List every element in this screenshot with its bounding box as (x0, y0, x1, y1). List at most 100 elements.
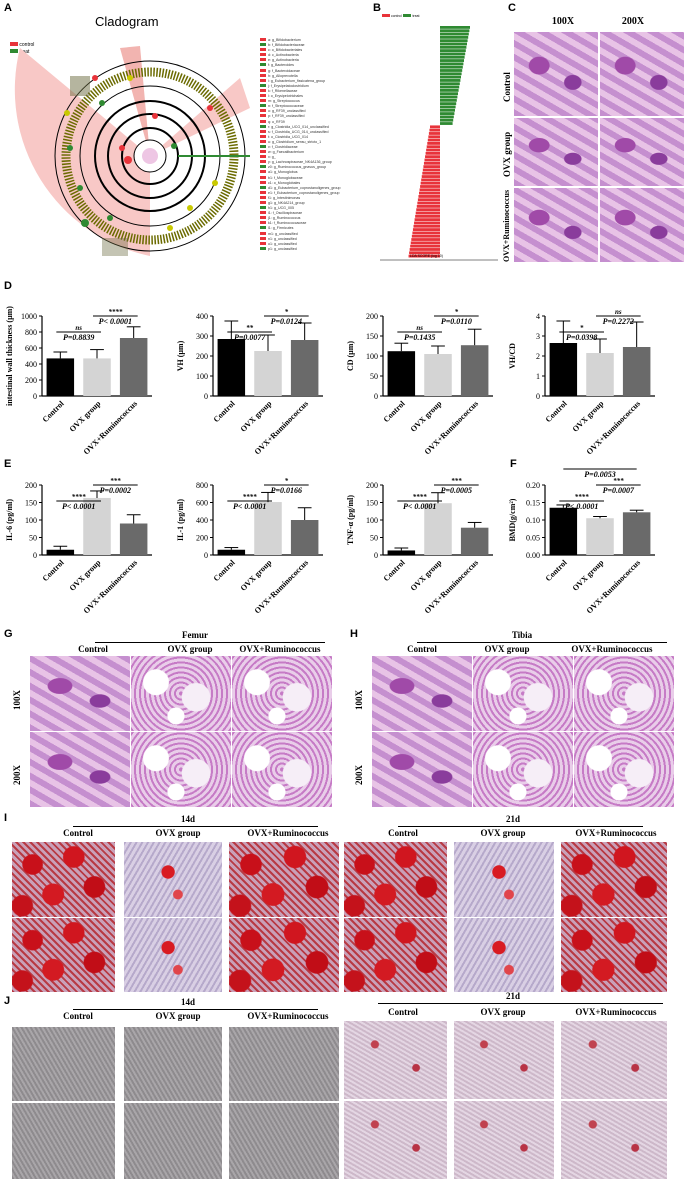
taxon-item: f: g_Bacteroides (260, 63, 370, 68)
alizarin-21d-col-ovx: OVX group (480, 828, 526, 838)
panel-label-d: D (4, 280, 12, 292)
y-axis-label: VH/CD (508, 343, 517, 369)
alizarin-21d-title: 21d (505, 814, 520, 824)
sig-stars: ** (246, 324, 254, 332)
alp-14d-col-rum: OVX+Ruminococcus (247, 1011, 329, 1021)
lda-bar-treat (440, 55, 465, 59)
bar-0 (217, 549, 246, 555)
alp-21d-ovx-2 (454, 1101, 554, 1179)
cladogram-graphic (14, 46, 250, 256)
femur-rum-200x (232, 732, 332, 807)
y-axis-label: intestinal wall thickness (μm) (5, 306, 14, 406)
lda-bar-treat (440, 115, 454, 119)
sig-pvalue: P=0.0007 (603, 486, 635, 495)
lda-xlabel: LDA SCORE (log 10) (410, 254, 443, 258)
panel-label-a: A (4, 2, 12, 14)
lda-bar-treat (440, 95, 458, 99)
femur-row-100x: 100X (12, 690, 22, 710)
alizarin-14d-ovx-1 (124, 842, 222, 917)
y-tick-label: 4 (536, 312, 540, 321)
alizarin-21d-control-1 (344, 842, 447, 917)
lda-bar-control (410, 241, 440, 245)
lda-panel: control treat LDA SCORE (log 10) (380, 8, 505, 263)
taxon-item: s: f_Clostridia_UCG_014_unclassified (260, 129, 370, 135)
sig-pvalue: P=0.0053 (584, 470, 615, 479)
y-tick-label: 0 (33, 551, 37, 560)
tibia-col-ovx: OVX group (484, 644, 530, 654)
taxon-item: u: g_Clostridium_sensu_stricto_1 (260, 139, 370, 145)
cladogram-panel: Cladogram control treat a: g_Bifidobacte… (10, 8, 370, 258)
sig-stars: **** (243, 493, 258, 501)
taxon-item: m: g_Streptococcus (260, 99, 370, 104)
y-tick-label: 0.00 (526, 551, 540, 560)
taxon-item: b: f_Bifidobacteriaceae (260, 43, 370, 48)
y-tick-label: 200 (25, 481, 37, 490)
lda-bar-treat (440, 39, 468, 43)
alizarin-14d-col-rum: OVX+Ruminococcus (247, 828, 329, 838)
y-tick-label: 0 (536, 392, 540, 401)
y-tick-label: 400 (196, 312, 208, 321)
taxon-item: o1: g_unclassified (260, 241, 370, 247)
lda-bar-treat (440, 102, 457, 106)
lda-bar-control (411, 234, 440, 238)
y-tick-label: 1000 (21, 312, 37, 321)
alizarin-21d-rum-2 (561, 918, 667, 992)
bar-1 (424, 503, 452, 555)
panel-label-j: J (4, 995, 11, 1007)
femur-title: Femur (182, 630, 208, 640)
femur-panel: Femur Control OVX group OVX+Ruminococcus… (10, 630, 340, 810)
bar-2 (290, 340, 319, 396)
lda-bar-treat (440, 29, 470, 33)
bar-0 (217, 339, 246, 396)
alizarin-21d-col-control: Control (388, 828, 418, 838)
lda-bar-treat (440, 108, 455, 112)
lda-bar-control (408, 254, 440, 258)
lda-bar-control (409, 251, 440, 255)
lda-bar-treat (440, 62, 464, 66)
col-200x: 200X (621, 16, 645, 27)
lda-bar-control (423, 165, 440, 169)
y-tick-label: 0 (204, 392, 208, 401)
panel-label-h: H (350, 628, 358, 640)
lda-bar-treat (440, 79, 461, 82)
alp-21d-control-1 (344, 1021, 447, 1099)
x-tick-label: OVX group (571, 399, 606, 434)
y-tick-label: 600 (25, 344, 37, 353)
lda-bar-control (427, 138, 440, 142)
alizarin-14d-control-1 (12, 842, 115, 917)
x-tick-label: Control (544, 399, 570, 425)
panel-label-e: E (4, 458, 12, 470)
tibia-ovx-100x (473, 656, 573, 731)
lda-bar-treat (440, 32, 469, 36)
lda-bar-treat (440, 42, 467, 46)
alp-21d-ovx-1 (454, 1021, 554, 1099)
lda-bar-treat (440, 59, 464, 62)
y-tick-label: 50 (370, 534, 378, 543)
legend-control: control (19, 42, 35, 48)
alp-21d-col-rum: OVX+Ruminococcus (575, 1007, 657, 1017)
histology-ovx-200x (600, 118, 684, 186)
sig-pvalue: P=0.2272 (603, 317, 634, 326)
taxon-item: y: g_Lachnospiraceae_NK4A136_group (260, 160, 370, 165)
tibia-title: Tibia (511, 630, 533, 640)
lda-bar-control (425, 151, 440, 155)
taxon-item: w: g_Faecalibacterium (260, 150, 370, 155)
sig-stars: * (580, 324, 584, 332)
lda-bar-control (419, 191, 440, 195)
y-tick-label: 400 (196, 516, 208, 525)
bar-1 (254, 351, 282, 396)
alizarin-21d-ovx-2 (454, 918, 554, 992)
taxon-item: z0: g_Ruminococcus_gnavus_group (260, 165, 370, 170)
x-tick-label: Control (544, 558, 570, 584)
taxon-item: o: g_RF39_unclassified (260, 109, 370, 114)
x-tick-label: Control (41, 558, 67, 584)
sig-stars: *** (110, 477, 121, 485)
lda-bars (380, 26, 498, 261)
taxon-item: p: f_RF39_unclassified (260, 114, 370, 119)
lda-bar-treat (440, 45, 467, 49)
y-tick-label: 600 (196, 499, 208, 508)
sig-stars: **** (108, 308, 123, 316)
taxon-item: k1: f_Ruminococcaceae (260, 221, 370, 226)
lda-bar-treat (440, 65, 463, 69)
lda-bar-control (424, 158, 440, 162)
